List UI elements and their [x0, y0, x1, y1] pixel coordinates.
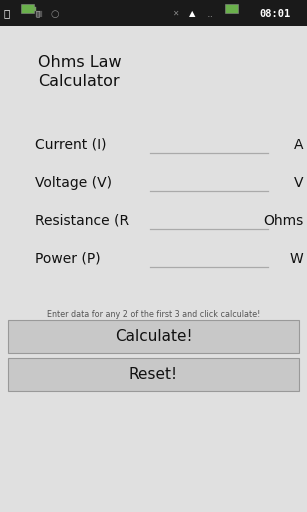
Text: Calculate!: Calculate!: [115, 329, 192, 344]
Text: ⛰: ⛰: [36, 10, 40, 17]
Text: W: W: [289, 252, 303, 266]
FancyBboxPatch shape: [8, 320, 299, 353]
FancyBboxPatch shape: [21, 4, 34, 13]
Text: ■: ■: [34, 9, 42, 18]
FancyBboxPatch shape: [0, 0, 307, 26]
Text: Resistance (R: Resistance (R: [35, 214, 129, 228]
Text: ✕: ✕: [172, 9, 178, 18]
FancyBboxPatch shape: [225, 4, 238, 13]
FancyBboxPatch shape: [34, 7, 36, 11]
Text: A: A: [293, 138, 303, 152]
Text: Power (P): Power (P): [35, 252, 101, 266]
Text: 08:01: 08:01: [260, 9, 291, 18]
Text: Voltage (V): Voltage (V): [35, 176, 112, 190]
Text: Reset!: Reset!: [129, 367, 178, 382]
Text: Enter data for any 2 of the first 3 and click calculate!: Enter data for any 2 of the first 3 and …: [47, 310, 260, 319]
Text: ▲: ▲: [189, 9, 195, 18]
Text: Ohms: Ohms: [263, 214, 303, 228]
Text: ..: ..: [206, 9, 214, 18]
Text: ⫫: ⫫: [4, 9, 10, 18]
FancyBboxPatch shape: [8, 358, 299, 391]
Text: V: V: [293, 176, 303, 190]
Text: ○: ○: [51, 9, 59, 18]
Text: Current (I): Current (I): [35, 138, 107, 152]
Text: Ohms Law
Calculator: Ohms Law Calculator: [38, 55, 122, 89]
FancyBboxPatch shape: [0, 26, 307, 512]
